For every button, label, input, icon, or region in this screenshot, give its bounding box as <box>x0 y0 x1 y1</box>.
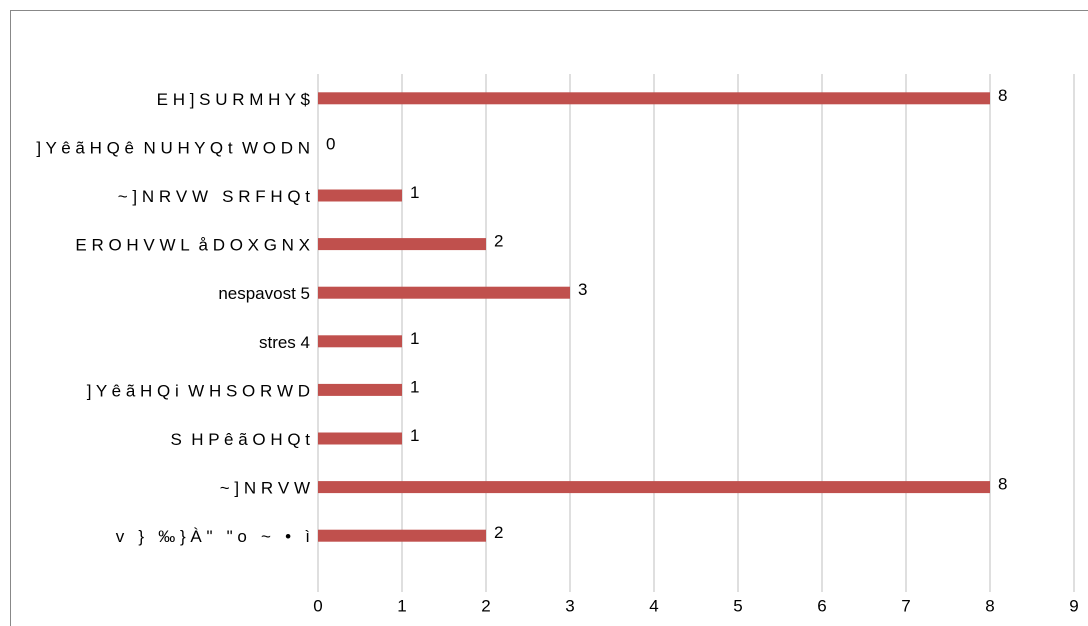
data-label: 1 <box>410 377 419 396</box>
x-tick-label: 9 <box>1069 596 1078 615</box>
data-label: 1 <box>410 329 419 348</box>
bar <box>318 529 486 542</box>
bar <box>318 238 486 251</box>
x-tick-label: 0 <box>313 596 322 615</box>
x-tick-label: 3 <box>565 596 574 615</box>
y-tick-label: E R O H V W L å D O X G N X <box>75 236 310 255</box>
y-tick-label: ] Y ê ã H Q i W H S O R W D <box>87 381 310 400</box>
bar <box>318 481 990 494</box>
x-tick-label: 5 <box>733 596 742 615</box>
bar <box>318 92 990 105</box>
x-tick-label: 2 <box>481 596 490 615</box>
data-label: 2 <box>494 232 503 251</box>
data-label: 1 <box>410 426 419 445</box>
y-tick-label: S H P ê ã O H Q t <box>170 430 310 449</box>
bar <box>318 432 402 445</box>
bar <box>318 286 570 299</box>
data-label: 3 <box>578 280 587 299</box>
y-tick-label: ~ ] N R V W S R F H Q t <box>118 187 310 206</box>
bar <box>318 335 402 348</box>
data-label: 2 <box>494 523 503 542</box>
bar <box>318 189 402 202</box>
y-tick-label: E H ] S U R M H Y $ <box>157 90 311 109</box>
y-tick-label: ] Y ê ã H Q ê N U H Y Q t W O D N <box>36 138 310 157</box>
y-tick-label: stres 4 <box>259 333 310 352</box>
x-tick-label: 4 <box>649 596 658 615</box>
data-label: 0 <box>326 134 335 153</box>
x-tick-label: 6 <box>817 596 826 615</box>
y-tick-label: ~ ] N R V W <box>220 479 310 498</box>
data-label: 8 <box>998 475 1007 494</box>
x-tick-label: 7 <box>901 596 910 615</box>
x-tick-label: 8 <box>985 596 994 615</box>
bar <box>318 383 402 396</box>
data-label: 8 <box>998 86 1007 105</box>
x-tick-label: 1 <box>397 596 406 615</box>
data-label: 1 <box>410 183 419 202</box>
chart-frame <box>10 10 1088 626</box>
y-tick-label: nespavost 5 <box>218 284 310 303</box>
y-tick-label: v } ‰ } À " " o ~ • ì <box>116 527 310 546</box>
